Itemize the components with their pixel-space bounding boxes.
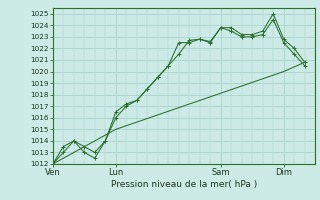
X-axis label: Pression niveau de la mer( hPa ): Pression niveau de la mer( hPa ) bbox=[111, 180, 257, 189]
